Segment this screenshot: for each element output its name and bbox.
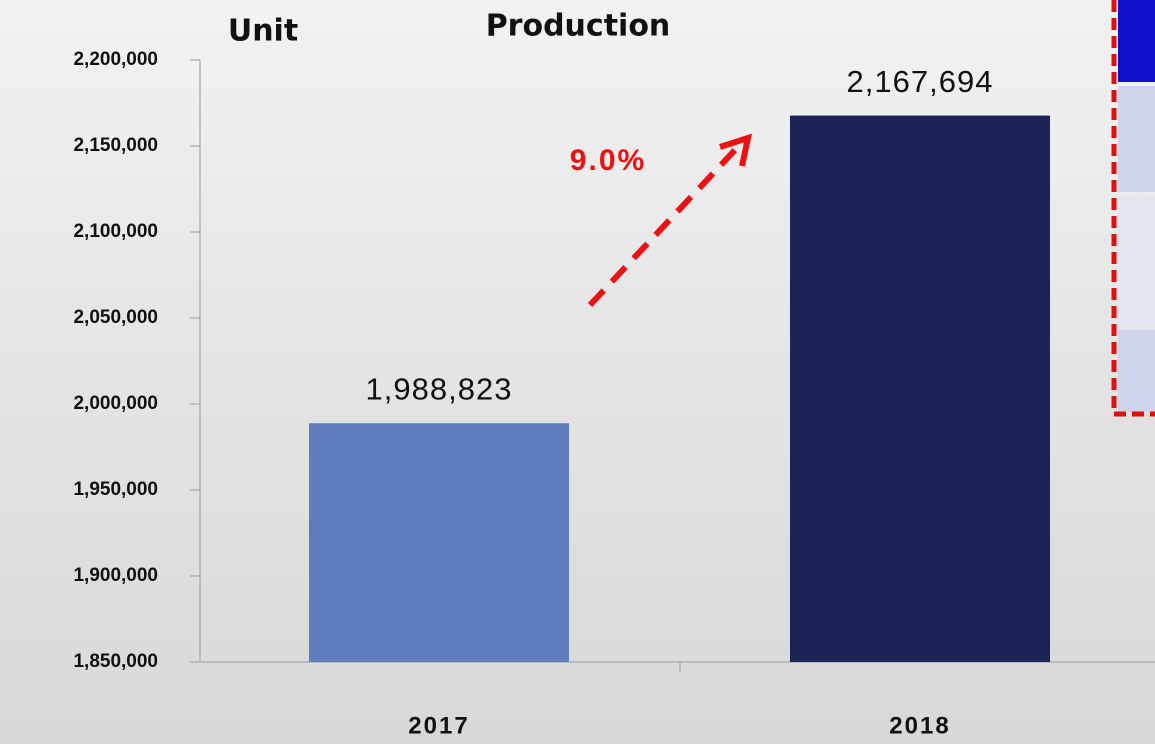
annotation: 9.0% (570, 144, 646, 177)
y-tick-label: 2,150,000 (73, 135, 158, 156)
y-axis-label: Unit (228, 14, 298, 49)
chart-title: Production (486, 9, 671, 44)
y-tick-label: 2,050,000 (73, 307, 158, 328)
x-tick-label: 2018 (889, 712, 950, 739)
y-tick-label: 1,850,000 (73, 651, 158, 672)
value-label: 2,167,694 (847, 64, 994, 99)
side-panel (1111, 0, 1155, 417)
y-tick-label: 2,100,000 (73, 221, 158, 242)
x-tick-label: 2017 (408, 712, 469, 739)
bar (309, 423, 569, 662)
y-tick-label: 2,200,000 (73, 49, 158, 70)
bar (790, 115, 1050, 662)
growth-arrow (587, 133, 753, 308)
y-tick-label: 1,950,000 (73, 479, 158, 500)
y-tick-label: 1,900,000 (73, 565, 158, 586)
y-tick-label: 2,000,000 (73, 393, 158, 414)
value-label: 1,988,823 (366, 371, 513, 406)
